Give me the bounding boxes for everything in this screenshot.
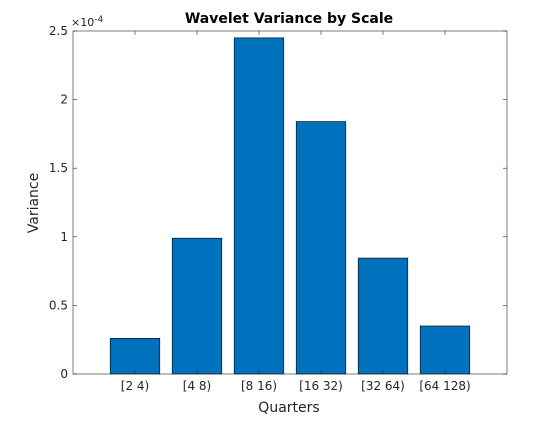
y-tick-label: 0.5	[49, 298, 68, 312]
bar-4	[295, 121, 347, 375]
axes-box	[72, 30, 508, 375]
y-tick-label: 2	[60, 93, 68, 107]
axes-layer: [2 4) [4 8) [8 16) [16 32) [32 64) [64 128) 0 0…	[49, 24, 508, 393]
bar-1	[109, 338, 161, 375]
x-tick-label: [2 4)	[121, 379, 149, 393]
y-exponent-base: ×10	[71, 16, 94, 29]
x-tick-label: [4 8)	[183, 379, 211, 393]
chart-title: Wavelet Variance by Scale	[185, 11, 393, 27]
x-axis-label: Quarters	[258, 400, 319, 416]
x-tick-label: [16 32)	[299, 379, 343, 393]
y-tick-label: 1.5	[49, 161, 68, 175]
x-tick-label: [8 16)	[241, 379, 277, 393]
y-axis-exponent: ×10-4	[71, 15, 103, 29]
y-tick-label: 0	[60, 367, 68, 381]
y-exponent-power: -4	[94, 15, 103, 25]
bars-layer	[109, 37, 471, 375]
bar-2	[171, 237, 223, 375]
y-tick-label: 2.5	[49, 24, 68, 38]
x-tick-label: [32 64)	[361, 379, 405, 393]
y-tick-label: 1	[60, 230, 68, 244]
bar-3	[233, 37, 285, 375]
x-tick-label: [64 128)	[419, 379, 470, 393]
bar-6	[419, 325, 471, 375]
y-axis-label: Variance	[26, 173, 42, 233]
bar-5	[357, 257, 409, 375]
